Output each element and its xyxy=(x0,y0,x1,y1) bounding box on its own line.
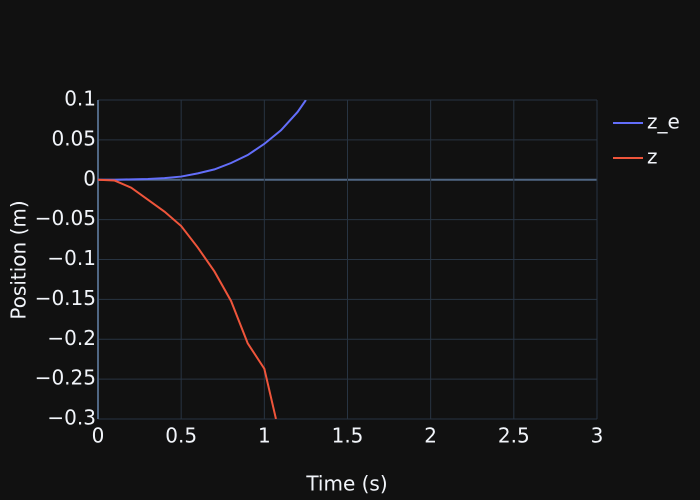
x-tick-label: 0.5 xyxy=(165,424,197,448)
y-tick-label: −0.25 xyxy=(35,366,96,390)
grid xyxy=(97,99,598,420)
x-tick-label: 2.5 xyxy=(498,424,530,448)
legend-label: z_e xyxy=(647,110,680,134)
y-tick-label: 0 xyxy=(83,166,96,190)
y-axis-title: Position (m) xyxy=(7,200,31,319)
plot-area xyxy=(98,100,307,419)
x-tick-label: 0 xyxy=(92,424,105,448)
x-tick-label: 1.5 xyxy=(332,424,364,448)
y-tick-label: 0.1 xyxy=(64,87,96,111)
y-tick-label: 0.05 xyxy=(51,126,96,150)
series-line xyxy=(98,178,277,419)
series-line xyxy=(98,100,307,181)
y-tick-label: −0.05 xyxy=(35,206,96,230)
x-axis-title: Time (s) xyxy=(305,472,387,496)
y-tick-label: −0.2 xyxy=(47,326,96,350)
y-tick-label: −0.3 xyxy=(47,406,96,430)
x-tick-label: 2 xyxy=(424,424,437,448)
x-tick-label: 3 xyxy=(591,424,604,448)
legend-label: z xyxy=(647,145,658,169)
y-tick-label: −0.15 xyxy=(35,286,96,310)
y-tick-label: −0.1 xyxy=(47,246,96,270)
x-tick-label: 1 xyxy=(258,424,271,448)
